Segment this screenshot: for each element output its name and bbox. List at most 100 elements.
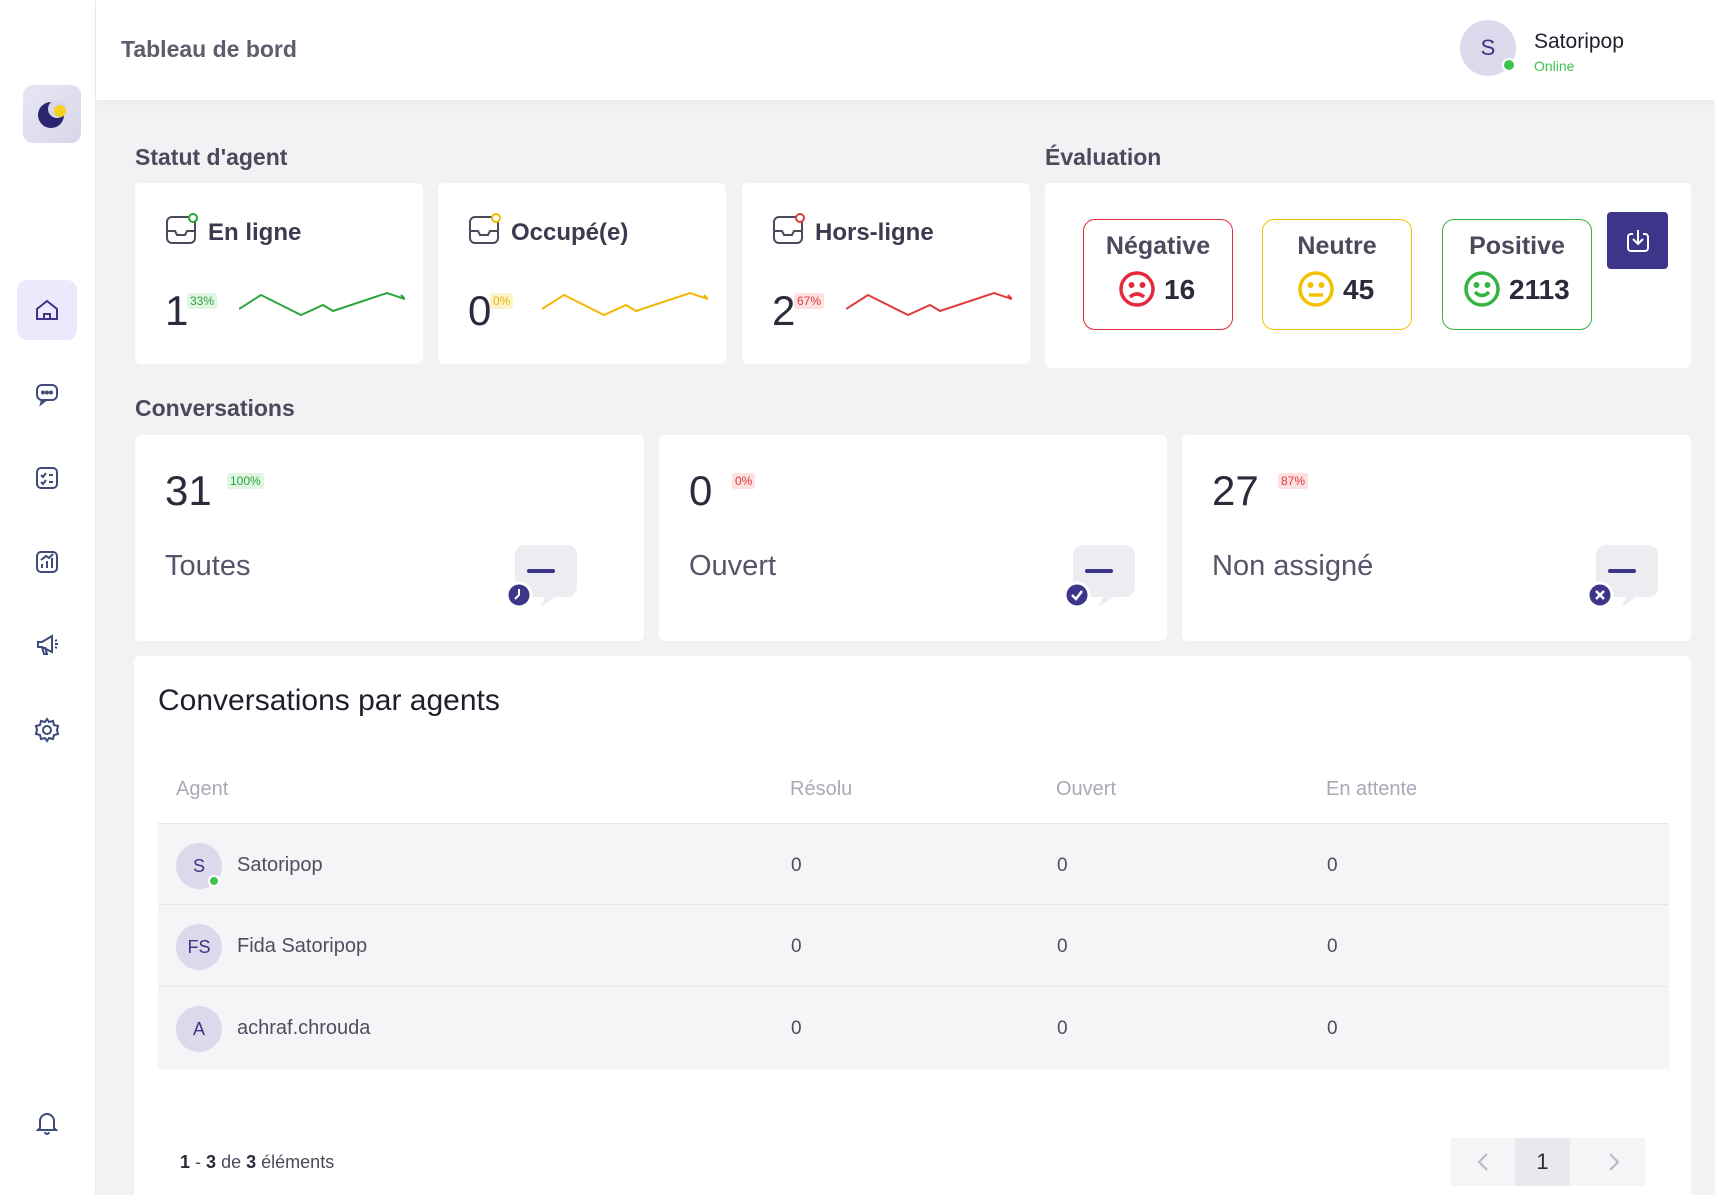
neutral-face-icon <box>1298 271 1334 307</box>
resolved-count: 0 <box>791 1018 802 1039</box>
pending-count: 0 <box>1327 855 1338 876</box>
avatar: A <box>176 1006 222 1052</box>
conv-card-unassigned[interactable]: 27 87% Non assigné <box>1182 435 1691 641</box>
pagination-info: 1 - 3 de 3 éléments <box>180 1152 334 1173</box>
chevron-left-icon <box>1477 1153 1488 1171</box>
resolved-count: 0 <box>791 855 802 876</box>
download-icon <box>1626 229 1649 252</box>
chat-cross-icon <box>1588 545 1658 609</box>
next-page-button[interactable] <box>1581 1138 1646 1186</box>
status-value: 2 <box>772 287 796 334</box>
inbox-offline-icon <box>773 213 805 244</box>
chat-clock-icon <box>507 545 577 609</box>
conv-label: Non assigné <box>1212 550 1374 582</box>
status-label: En ligne <box>208 219 302 246</box>
sidebar <box>0 0 96 1195</box>
conv-percent: 87% <box>1278 473 1309 489</box>
home-icon <box>36 299 58 320</box>
open-count: 0 <box>1057 1018 1068 1039</box>
nav-tasks[interactable] <box>17 448 77 508</box>
pending-count: 0 <box>1327 936 1338 957</box>
evaluation-negative: Négative 16 <box>1083 219 1233 330</box>
conv-value: 27 <box>1212 467 1259 514</box>
agent-name: Satoripop <box>237 854 323 876</box>
evaluation-positive: Positive 2113 <box>1442 219 1592 330</box>
status-value: 1 <box>165 287 189 334</box>
status-card-busy: Occupé(e) 0 0% <box>438 183 726 364</box>
page-range-to: 3 <box>206 1152 217 1172</box>
inbox-online-icon <box>166 213 198 244</box>
nav-conversations[interactable] <box>17 363 77 423</box>
table-row[interactable]: A achraf.chrouda 0 0 0 <box>158 987 1669 1069</box>
download-button[interactable] <box>1607 212 1668 269</box>
table-row[interactable]: S Satoripop 0 0 0 <box>158 823 1669 905</box>
column-header-open[interactable]: Ouvert <box>1056 778 1117 800</box>
pending-count: 0 <box>1327 1018 1338 1039</box>
moon-logo-icon <box>38 100 66 128</box>
open-count: 0 <box>1057 855 1068 876</box>
page-title: Tableau de bord <box>121 36 297 62</box>
pagination: 1 <box>1450 1138 1646 1186</box>
evaluation-label: Négative <box>1105 232 1211 260</box>
prev-page-button[interactable] <box>1450 1138 1515 1186</box>
evaluation-value: 16 <box>1164 274 1196 305</box>
resolved-count: 0 <box>791 936 802 957</box>
agent-status-title: Statut d'agent <box>135 144 288 170</box>
status-percent: 33% <box>187 293 218 309</box>
checklist-icon <box>36 467 58 489</box>
megaphone-icon <box>37 634 58 655</box>
chat-icon <box>36 384 58 407</box>
table-row[interactable]: FS Fida Satoripop 0 0 0 <box>158 905 1669 987</box>
page-number-button[interactable]: 1 <box>1515 1138 1570 1186</box>
status-card-offline: Hors-ligne 2 67% <box>742 183 1030 364</box>
evaluation-title: Évaluation <box>1045 144 1162 170</box>
chat-check-icon <box>1065 545 1135 609</box>
status-percent: 0% <box>490 293 514 309</box>
online-status-dot <box>208 875 220 887</box>
nav-settings[interactable] <box>17 700 77 760</box>
avatar: FS <box>176 924 222 970</box>
inbox-busy-icon <box>469 213 501 244</box>
user-initial: S <box>1480 35 1496 60</box>
user-avatar[interactable]: S <box>1460 20 1516 76</box>
status-label: Hors-ligne <box>815 219 934 246</box>
bell-icon <box>35 1113 59 1135</box>
page-range-from: 1 <box>180 1152 191 1172</box>
sparkline-offline <box>846 291 1012 317</box>
conv-card-open[interactable]: 0 0% Ouvert <box>659 435 1167 641</box>
avatar-initials: S <box>192 855 205 876</box>
agents-table-card: Conversations par agents Agent Résolu Ou… <box>134 656 1691 1195</box>
chevron-right-icon <box>1608 1153 1619 1171</box>
column-header-pending[interactable]: En attente <box>1326 778 1418 800</box>
column-header-agent[interactable]: Agent <box>176 778 229 800</box>
evaluation-label: Neutre <box>1297 232 1377 260</box>
evaluation-neutral: Neutre 45 <box>1262 219 1412 330</box>
nav-notifications[interactable] <box>17 1092 77 1152</box>
column-header-resolved[interactable]: Résolu <box>790 778 853 800</box>
avatar-initials: FS <box>187 936 211 957</box>
sad-face-icon <box>1119 271 1155 307</box>
agent-name: Fida Satoripop <box>237 935 368 957</box>
avatar-initials: A <box>192 1018 205 1039</box>
items-label: éléments <box>261 1152 335 1172</box>
nav-home[interactable] <box>17 280 77 340</box>
nav-statistics[interactable] <box>17 532 77 592</box>
chart-icon <box>36 551 58 573</box>
user-name[interactable]: Satoripop <box>1534 30 1624 53</box>
table-title: Conversations par agents <box>158 684 500 717</box>
total-items: 3 <box>246 1152 257 1172</box>
conv-card-all[interactable]: 31 100% Toutes <box>135 435 644 641</box>
evaluation-label: Positive <box>1469 232 1565 260</box>
status-value: 0 <box>468 287 492 334</box>
status-label: Occupé(e) <box>511 219 629 246</box>
evaluation-value: 45 <box>1343 274 1375 305</box>
conv-label: Toutes <box>165 550 251 582</box>
open-count: 0 <box>1057 936 1068 957</box>
page-of-label: de <box>221 1152 242 1172</box>
nav-campaigns[interactable] <box>17 615 77 675</box>
sparkline-busy <box>542 291 708 317</box>
happy-face-icon <box>1464 271 1500 307</box>
online-status-dot <box>1502 58 1516 72</box>
user-status: Online <box>1534 58 1575 74</box>
app-logo[interactable] <box>23 85 81 143</box>
